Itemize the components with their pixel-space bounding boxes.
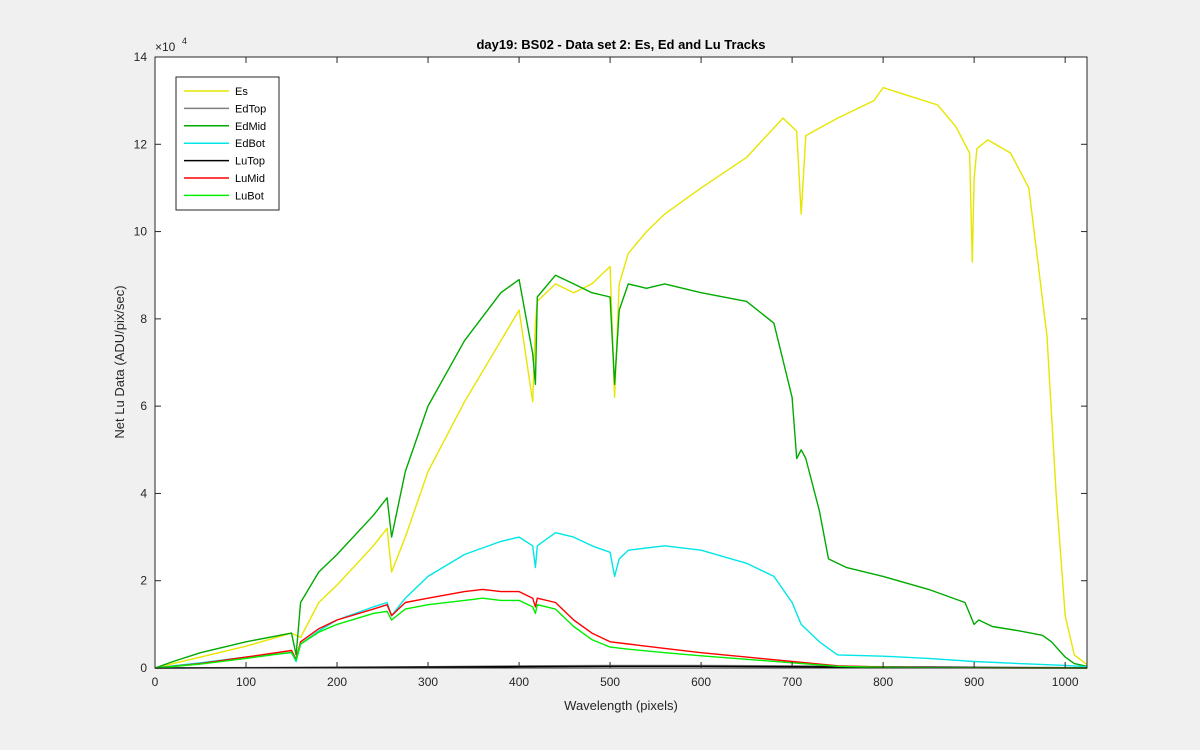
y-tick-label: 6 xyxy=(140,399,147,413)
x-axis-label: Wavelength (pixels) xyxy=(564,698,678,713)
series-line-edmid xyxy=(154,274,1088,669)
x-tick-label: 600 xyxy=(691,675,711,689)
legend-label-edbot: EdBot xyxy=(235,138,265,150)
legend-label-edmid: EdMid xyxy=(235,121,266,133)
x-tick-label: 800 xyxy=(873,675,893,689)
legend-label-lubot: LuBot xyxy=(235,190,264,202)
y-tick-label: 12 xyxy=(134,137,148,151)
x-tick-label: 0 xyxy=(152,675,159,689)
y-tick-label: 14 xyxy=(134,50,148,64)
legend-label-es: Es xyxy=(235,86,248,98)
legend-label-lutop: LuTop xyxy=(235,156,265,168)
series-line-edbot xyxy=(154,532,1088,669)
x-tick-label: 700 xyxy=(782,675,802,689)
y-tick-label: 0 xyxy=(140,661,147,675)
y-tick-label: 10 xyxy=(134,225,148,239)
plot-frame xyxy=(154,56,1088,669)
y-tick-label: 4 xyxy=(140,486,147,500)
x-tick-label: 400 xyxy=(509,675,529,689)
plot-area xyxy=(155,57,1087,668)
x-tick-label: 300 xyxy=(418,675,438,689)
x-tick-label: 900 xyxy=(964,675,984,689)
chart-title: day19: BS02 - Data set 2: Es, Ed and Lu … xyxy=(476,37,765,52)
x-tick-label: 100 xyxy=(236,675,256,689)
legend: Es EdTop EdMid EdBot LuTop LuMid LuBot xyxy=(175,76,280,211)
y-tick-label: 8 xyxy=(140,312,147,326)
y-tick-label: 2 xyxy=(140,574,147,588)
series-line-es xyxy=(154,86,1088,669)
series-line-lubot xyxy=(154,597,1087,669)
x-tick-label: 1000 xyxy=(1052,675,1079,689)
x-tick-label: 500 xyxy=(600,675,620,689)
legend-label-edtop: EdTop xyxy=(235,103,266,115)
legend-label-lumid: LuMid xyxy=(235,173,265,185)
series-layer xyxy=(154,86,1088,669)
x-tick-label: 200 xyxy=(327,675,347,689)
ticks-layer: 0 100 200 300 400 500 600 700 800 900 1000 0 2 4 6 8 10 1… xyxy=(134,50,1087,689)
y-exponent-power: 4 xyxy=(182,36,187,46)
y-exponent-base: ×10 xyxy=(155,40,176,54)
y-axis-label: Net Lu Data (ADU/pix/sec) xyxy=(112,285,127,438)
